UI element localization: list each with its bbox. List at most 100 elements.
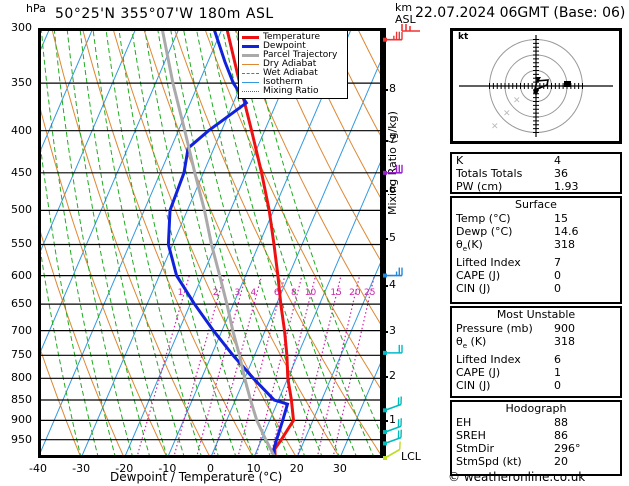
surface-panel: Surface Temp (°C) 15 Dewp (°C) 14.6 θe(K) 318 L… (450, 196, 622, 304)
stat-key: Temp (°C) (456, 212, 511, 225)
stat-value: 7 (554, 256, 561, 270)
stat-key: θe(K) (456, 238, 483, 254)
stat-row: Temp (°C) 15 (452, 212, 620, 225)
height-unit-line1: km (395, 1, 413, 14)
height-tick-label: 2 (389, 368, 396, 382)
legend-swatch (242, 82, 259, 83)
skewt-chart (38, 28, 383, 458)
panel-title: Most Unstable (496, 308, 576, 321)
pressure-tick-label: 850 (11, 392, 32, 406)
stat-row: CAPE (J) 0 (452, 269, 620, 282)
hodograph-canvas: ✕✕✕ (459, 35, 613, 137)
stat-value: 318 (554, 335, 575, 348)
wind-barb (383, 429, 402, 446)
pressure-tick-label: 950 (11, 432, 32, 446)
stat-row: Totals Totals 36 (452, 167, 620, 180)
temperature-tick-label: 10 (246, 462, 261, 475)
date-title: 22.07.2024 06GMT (Base: 06) (415, 5, 626, 21)
pressure-tick-label: 800 (11, 371, 32, 385)
mixing-ratio-value-label: 25 (364, 287, 376, 298)
height-tick-label: 1 (389, 412, 396, 426)
stat-row: θe(K) 318 (452, 238, 620, 256)
legend-swatch (242, 73, 259, 74)
height-tick-label: 8 (389, 82, 396, 96)
copyright-notice: © weatheronline.co.uk (448, 470, 586, 484)
height-tick-label: 3 (389, 324, 396, 338)
height-axis-spine (383, 28, 386, 458)
stat-key: Pressure (mb) (456, 322, 533, 335)
stat-value: 1.93 (554, 180, 579, 193)
stat-value: 1 (554, 366, 561, 380)
stat-key: EH (456, 416, 472, 429)
legend-item: Isotherm (242, 78, 344, 87)
hodograph-unit-label: kt (458, 32, 469, 42)
stat-value: 318 (554, 238, 575, 251)
legend-label: Temperature (263, 32, 321, 42)
stat-key: Lifted Index (456, 256, 521, 270)
stat-row: StmDir 296° (452, 442, 620, 455)
legend-label: Mixing Ratio (263, 86, 319, 96)
pressure-tick-label: 700 (11, 323, 32, 337)
stat-row: θe (K) 318 (452, 335, 620, 353)
stat-row: CIN (J) 0 (452, 379, 620, 392)
stat-value: 0 (554, 379, 561, 393)
stat-key: CIN (J) (456, 379, 491, 393)
legend-item: Parcel Trajectory (242, 51, 344, 60)
legend-item: Temperature (242, 33, 344, 42)
stat-key: StmDir (456, 442, 495, 455)
panel-title: Hodograph (505, 402, 567, 415)
height-tick-label: 4 (389, 278, 396, 292)
pressure-tick-label: 500 (11, 203, 32, 217)
height-tick-label: 6 (389, 182, 396, 196)
temperature-tick-label: 0 (207, 462, 214, 475)
mixing-ratio-value-label: 8 (291, 287, 297, 298)
x-axis-title: Dewpoint / Temperature (°C) (110, 470, 283, 484)
mixing-ratio-value-label: 2 (212, 287, 219, 298)
stat-key: CAPE (J) (456, 269, 501, 283)
temperature-tick-label: -20 (115, 462, 134, 475)
mixing-ratio-value-label: 10 (304, 287, 317, 298)
legend-label: Dry Adiabat (263, 59, 317, 69)
legend-item: Dewpoint (242, 42, 344, 51)
stat-value: 4 (554, 154, 561, 167)
temperature-tick-label: 20 (289, 462, 304, 475)
stat-value: 0 (554, 282, 561, 296)
height-unit-label: km ASL (395, 2, 416, 26)
temperature-tick-label: 30 (332, 462, 347, 475)
wind-barb (383, 164, 403, 175)
stat-key: Totals Totals (456, 167, 523, 180)
legend-label: Dewpoint (263, 41, 306, 51)
legend-item: Mixing Ratio (242, 87, 344, 96)
temperature-tick-label: -10 (158, 462, 177, 475)
stat-value: 14.6 (554, 225, 579, 238)
stat-key: θe (K) (456, 335, 487, 351)
lcl-label: LCL (401, 450, 421, 463)
mixing-ratio-value-label: 1 (177, 287, 184, 298)
stat-value: 6 (554, 353, 561, 367)
legend-swatch (242, 36, 259, 39)
temperature-tick-label: -30 (72, 462, 91, 475)
hodograph-stats-panel: Hodograph EH 88 SREH 86 StmDir 296° StmSpd (kt)… (450, 400, 622, 476)
height-unit-line2: ASL (395, 13, 416, 26)
stat-value: 0 (554, 269, 561, 283)
legend-item: Wet Adiabat (242, 69, 344, 78)
pressure-tick-label: 650 (11, 297, 32, 311)
pressure-tick-label: 600 (11, 268, 32, 282)
mixing-ratio-value-label: 3 (234, 287, 241, 298)
top-wind-barb (401, 24, 420, 32)
wind-barb (383, 418, 402, 435)
svg-text:✕: ✕ (513, 96, 521, 106)
mixing-ratio-value-label: 6 (273, 287, 280, 298)
mixing-ratio-value-label: 4 (250, 287, 257, 298)
pressure-tick-label: 750 (11, 348, 32, 362)
wind-barb-column (383, 31, 403, 460)
wind-barb (383, 267, 403, 278)
mixing-ratio-value-label: 15 (330, 287, 342, 298)
pressure-tick-label: 550 (11, 237, 32, 251)
stat-row: Pressure (mb) 900 (452, 322, 620, 335)
svg-text:✕: ✕ (491, 122, 499, 132)
stat-row: SREH 86 (452, 429, 620, 442)
stat-value: 36 (554, 167, 568, 180)
skewt-canvas (38, 28, 383, 458)
